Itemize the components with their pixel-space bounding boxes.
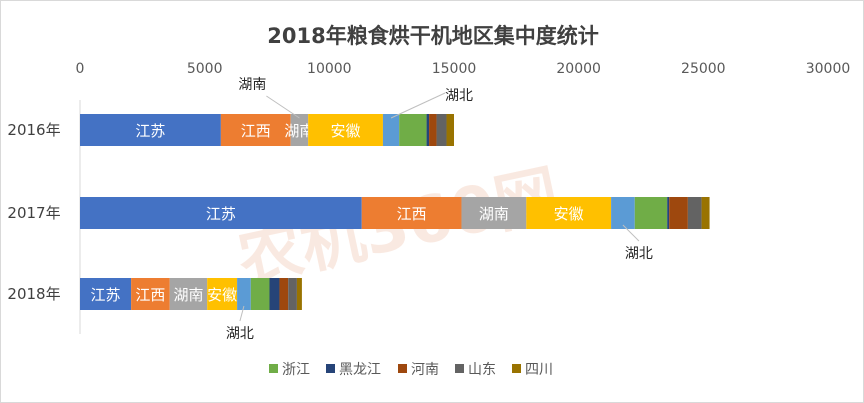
- bar-2-0: [80, 278, 132, 310]
- bar-1-3: [526, 197, 612, 229]
- bar-1-0: [80, 197, 362, 229]
- bar-label-2-0: 江苏: [91, 286, 121, 304]
- x-tick-label-3: 15000: [432, 61, 477, 77]
- bar-1-1: [361, 197, 462, 229]
- x-tick-label-5: 25000: [681, 61, 726, 77]
- bar-label-1-0: 江苏: [206, 205, 236, 223]
- bar-1-4: [611, 197, 635, 229]
- legend-label-1: 黑龙江: [339, 362, 381, 378]
- bar-label-1-1: 江西: [397, 205, 427, 223]
- bar-label-2-2: 湖南: [173, 286, 203, 304]
- category-label-0: 2016年: [7, 121, 60, 139]
- callout-label-1: 湖北: [445, 88, 473, 104]
- category-label-1: 2017年: [7, 204, 60, 222]
- bar-0-2: [290, 114, 309, 146]
- bar-2-6: [269, 278, 280, 310]
- callout-line-2: [622, 224, 640, 242]
- callout-line-3: [239, 305, 245, 322]
- bar-2-4: [237, 278, 251, 310]
- x-axis-ticks: 0 5000 10000 15000 20000 25000 30000: [76, 61, 851, 77]
- category-label-2: 2018年: [7, 285, 60, 303]
- bar-label-0-1: 江西: [241, 122, 271, 140]
- bar-2-9: [296, 278, 302, 310]
- bar-1-2: [461, 197, 527, 229]
- x-tick-label-2: 10000: [307, 61, 352, 77]
- bar-label-1-2: 湖南: [479, 205, 509, 223]
- legend-swatch-2: [398, 364, 407, 373]
- bar-2-3: [207, 278, 238, 310]
- bar-2-5: [250, 278, 270, 310]
- bar-0-8: [436, 114, 447, 146]
- bar-1-5: [634, 197, 668, 229]
- bar-2-7: [279, 278, 289, 310]
- chart-title: 2018年粮食烘干机地区集中度统计: [267, 24, 598, 48]
- legend-swatch-3: [455, 364, 464, 373]
- x-tick-label-4: 20000: [556, 61, 601, 77]
- bar-2-8: [288, 278, 297, 310]
- bar-1-7: [669, 197, 688, 229]
- callout-line-1: [390, 92, 446, 119]
- legend-label-3: 山东: [468, 362, 496, 378]
- bar-1-8: [687, 197, 702, 229]
- legend-label-2: 河南: [411, 362, 439, 378]
- legend-swatch-4: [512, 364, 521, 373]
- bar-2-1: [131, 278, 170, 310]
- bar-0-5: [399, 114, 427, 146]
- bar-label-2-3: 安徽: [207, 286, 237, 304]
- bar-0-6: [426, 114, 430, 146]
- legend-label-4: 四川: [525, 362, 553, 378]
- legend-label-0: 浙江: [282, 362, 310, 378]
- bar-1-9: [701, 197, 710, 229]
- callout-label-0: 湖南: [238, 77, 266, 93]
- x-tick-label-0: 0: [76, 61, 85, 77]
- callout-label-3: 湖北: [226, 326, 254, 342]
- bar-label-1-3: 安徽: [554, 205, 584, 223]
- bar-0-7: [429, 114, 437, 146]
- callout-line-0: [266, 95, 300, 119]
- bar-0-1: [220, 114, 291, 146]
- bar-1-6: [667, 197, 670, 229]
- bar-label-0-2: 湖南: [284, 122, 314, 140]
- legend: 浙江 黑龙江 河南 山东 四川: [269, 362, 553, 378]
- bar-0-0: [80, 114, 221, 146]
- bar-label-0-3: 安徽: [331, 122, 361, 140]
- legend-swatch-0: [269, 364, 278, 373]
- bar-label-0-0: 江苏: [135, 122, 165, 140]
- callout-label-2: 湖北: [625, 246, 653, 262]
- bar-0-3: [308, 114, 383, 146]
- bar-2-2: [169, 278, 208, 310]
- x-tick-label-1: 5000: [187, 61, 223, 77]
- bar-label-2-1: 江西: [135, 286, 165, 304]
- legend-swatch-1: [326, 364, 335, 373]
- bar-0-4: [382, 114, 400, 146]
- x-tick-label-6: 30000: [806, 61, 851, 77]
- bar-0-9: [446, 114, 454, 146]
